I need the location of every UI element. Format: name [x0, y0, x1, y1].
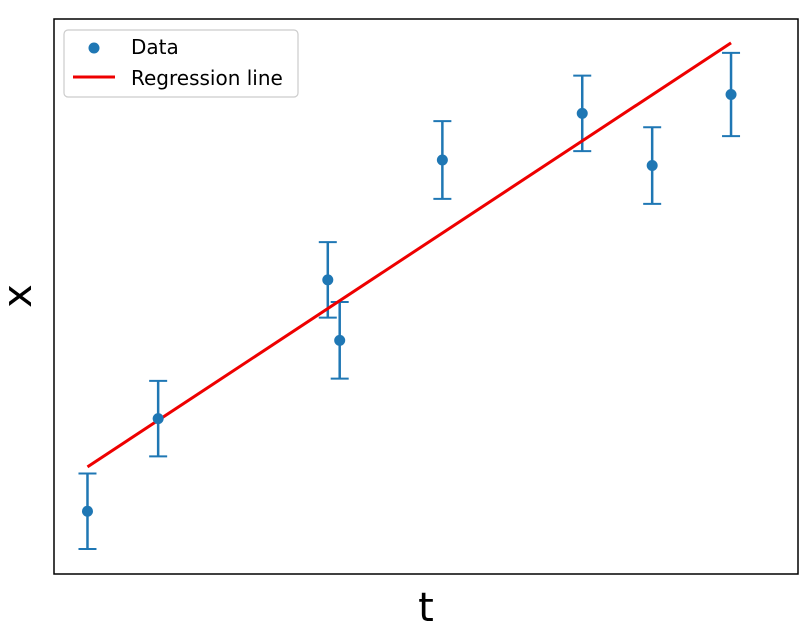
y-axis-label: x	[0, 284, 41, 308]
plot-background	[54, 19, 798, 574]
data-point	[334, 334, 346, 346]
legend-data-marker	[88, 42, 100, 54]
legend-regression-label: Regression line	[131, 66, 283, 90]
legend-box	[63, 29, 299, 98]
data-point	[646, 160, 658, 172]
data-point	[436, 154, 448, 166]
data-point	[322, 274, 334, 286]
plot-marks	[78, 41, 741, 551]
x-axis-label: t	[418, 585, 434, 630]
data-point	[725, 88, 737, 100]
data-point	[576, 107, 588, 119]
data-point	[152, 413, 164, 425]
plot-frame	[53, 18, 799, 575]
regression-line	[86, 41, 732, 469]
data-point	[81, 505, 93, 517]
legend: Data Regression line	[63, 29, 299, 98]
legend-data-label: Data	[131, 35, 179, 59]
